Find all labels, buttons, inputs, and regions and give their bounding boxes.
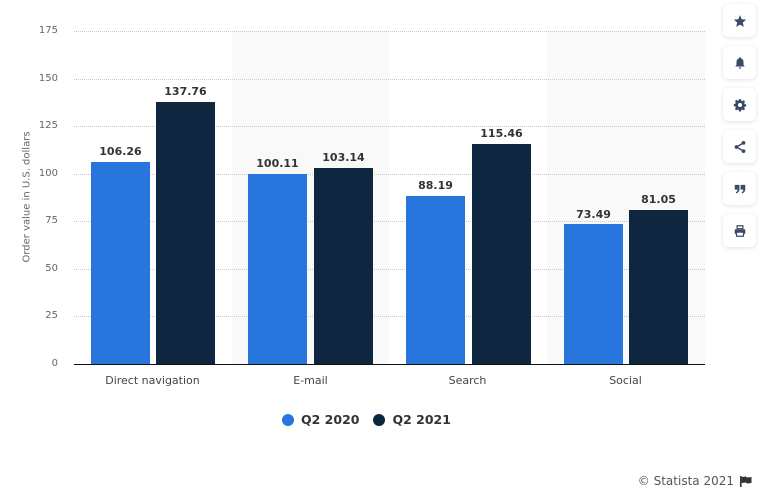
bar-search-q2-2020[interactable] [406, 196, 465, 364]
bar-social-q2-2020[interactable] [564, 224, 623, 364]
gridline-25 [74, 316, 705, 318]
toolbar-sidebar [723, 4, 757, 256]
share-icon [734, 140, 745, 153]
legend-label: Q2 2021 [392, 412, 451, 427]
x-label-email: E-mail [293, 374, 328, 387]
x-axis-line [74, 364, 705, 365]
print-icon [734, 224, 745, 237]
credits[interactable]: © Statista 2021 [638, 474, 752, 488]
gridline-150 [74, 78, 705, 80]
value-label: 100.11 [256, 157, 299, 170]
quote-icon [734, 184, 745, 193]
gear-icon [733, 98, 746, 112]
legend-item-q2-2020[interactable]: Q2 2020 [282, 412, 359, 427]
value-label: 137.76 [164, 85, 207, 98]
print-button[interactable] [723, 214, 756, 247]
value-label: 81.05 [641, 193, 676, 206]
value-label: 73.49 [576, 208, 611, 221]
value-label: 106.26 [99, 145, 142, 158]
legend-label: Q2 2020 [301, 412, 360, 427]
legend-dot-icon [373, 413, 386, 426]
bar-direct-navigation-q2-2020[interactable] [91, 161, 150, 364]
bell-icon [734, 56, 745, 69]
flag-icon [740, 475, 752, 487]
ytick-175: 175 [38, 25, 58, 36]
bar-direct-navigation-q2-2021[interactable] [156, 101, 215, 364]
x-label-social: Social [609, 374, 642, 387]
favorite-button[interactable] [723, 4, 756, 37]
gridline-175 [74, 31, 705, 32]
cite-button[interactable] [723, 172, 756, 205]
bar-social-q2-2021[interactable] [629, 209, 688, 364]
ytick-0: 0 [51, 358, 58, 369]
ytick-125: 125 [38, 120, 58, 132]
credits-text: © Statista 2021 [637, 474, 734, 488]
ytick-75: 75 [45, 215, 58, 227]
gridline-125 [74, 126, 705, 128]
legend: Q2 2020 Q2 2021 [282, 412, 465, 427]
x-label-direct-navigation: Direct navigation [105, 374, 200, 387]
ytick-100: 100 [38, 167, 58, 179]
star-icon [733, 14, 746, 27]
notifications-button[interactable] [723, 46, 756, 79]
gridline-100 [74, 173, 705, 175]
ytick-150: 150 [38, 72, 58, 84]
bar-email-q2-2021[interactable] [314, 167, 373, 364]
ytick-50: 50 [45, 262, 58, 274]
value-label: 88.19 [418, 179, 453, 192]
gridline-50 [74, 268, 705, 270]
gridline-75 [74, 221, 705, 223]
y-axis-label: Order value in U.S. dollars [21, 131, 33, 263]
x-label-search: Search [448, 374, 487, 387]
ytick-25: 25 [45, 310, 58, 322]
share-button[interactable] [723, 130, 756, 163]
bar-email-q2-2020[interactable] [248, 173, 307, 364]
value-label: 103.14 [322, 151, 365, 164]
legend-item-q2-2021[interactable]: Q2 2021 [373, 412, 451, 427]
value-label: 115.46 [480, 127, 523, 140]
settings-button[interactable] [723, 88, 756, 121]
legend-dot-icon [282, 413, 294, 426]
bar-search-q2-2021[interactable] [472, 144, 531, 364]
